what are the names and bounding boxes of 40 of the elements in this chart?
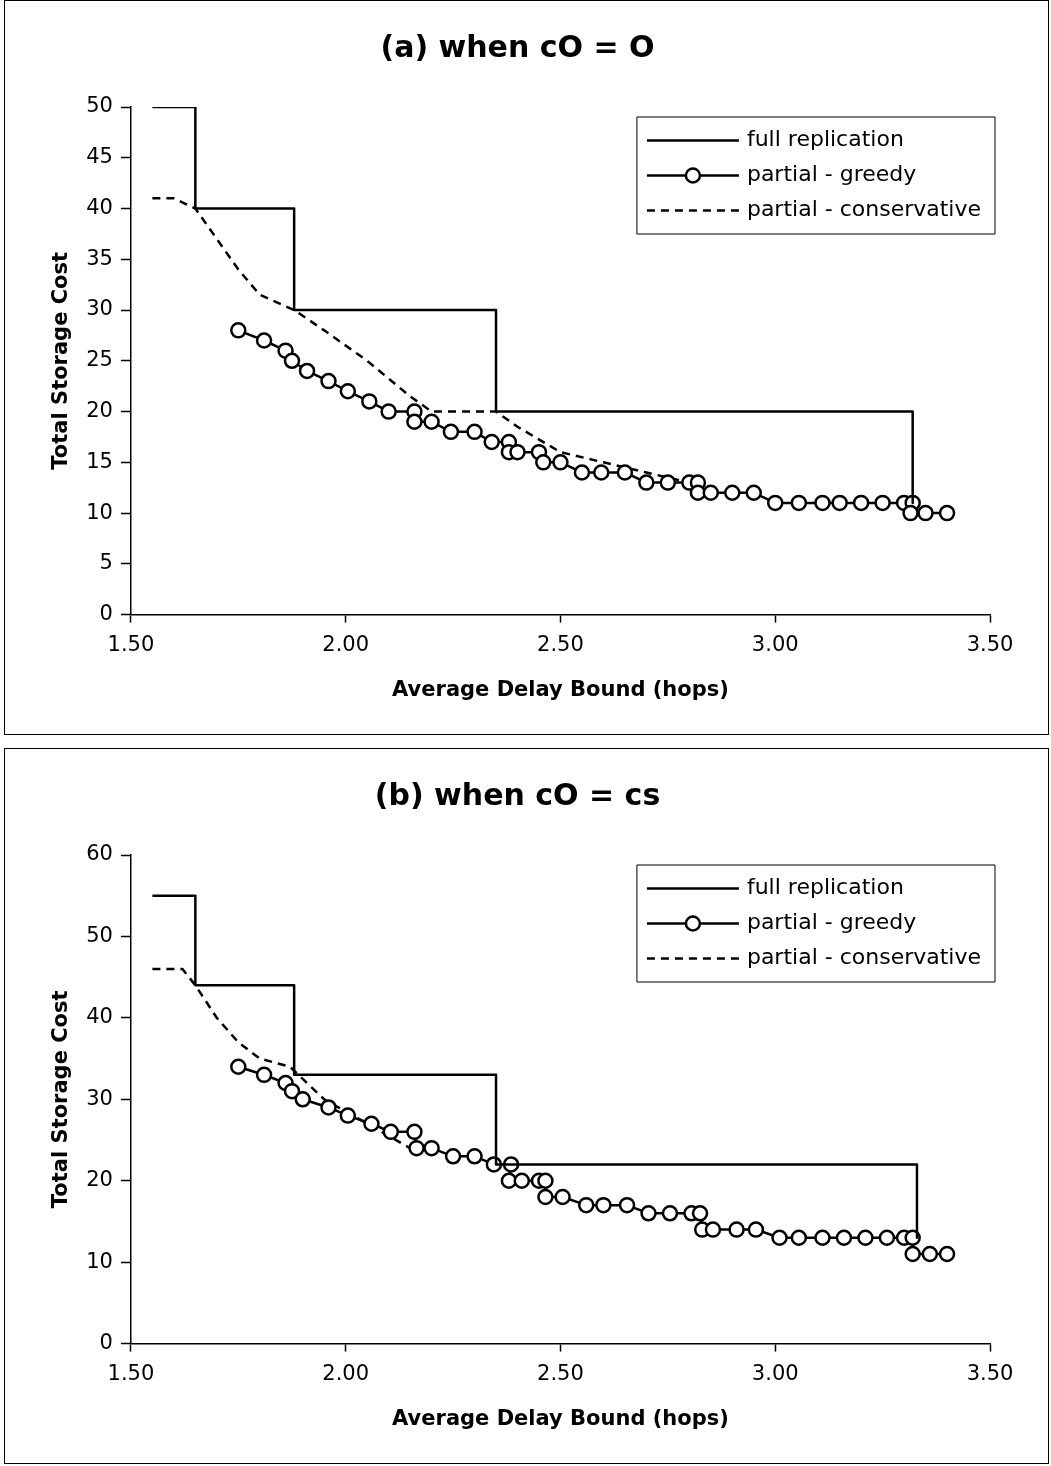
- y-tick-label: 30: [86, 1085, 113, 1110]
- legend-label: partial - greedy: [746, 161, 917, 187]
- x-tick-label: 2.50: [537, 631, 584, 656]
- x-tick-label: 3.50: [966, 1360, 1014, 1385]
- x-tick-label: 3.50: [966, 631, 1014, 656]
- y-tick-label: 0: [99, 601, 113, 626]
- y-tick-label: 35: [86, 245, 113, 270]
- x-tick-label: 2.50: [537, 1360, 584, 1385]
- legend-label: full replication: [746, 874, 904, 900]
- y-tick-label: 45: [86, 144, 113, 169]
- y-tick-label: 20: [86, 1167, 113, 1192]
- y-tick-label: 25: [86, 347, 113, 372]
- y-tick-label: 60: [86, 841, 113, 866]
- y-axis-title: Total Storage Cost: [48, 251, 73, 470]
- x-axis-title: Average Delay Bound (hops): [392, 676, 729, 701]
- x-tick-label: 1.50: [107, 631, 155, 656]
- y-tick-label: 50: [86, 93, 113, 118]
- legend-label: full replication: [746, 126, 904, 152]
- y-axis-title: Total Storage Cost: [48, 990, 73, 1209]
- legend-label: partial - conservative: [746, 196, 982, 222]
- x-tick-label: 2.00: [322, 1360, 370, 1385]
- y-tick-label: 50: [86, 922, 113, 947]
- x-tick-label: 1.50: [107, 1360, 155, 1385]
- y-tick-label: 40: [86, 194, 113, 219]
- y-tick-label: 20: [86, 398, 113, 423]
- y-tick-label: 30: [86, 296, 113, 321]
- x-axis-title: Average Delay Bound (hops): [392, 1405, 729, 1430]
- chart-title: (a) when cO = O: [380, 28, 655, 64]
- y-tick-label: 40: [86, 1004, 113, 1029]
- y-tick-label: 5: [99, 550, 113, 575]
- legend-label: partial - conservative: [746, 944, 982, 970]
- legend-label: partial - greedy: [746, 909, 917, 935]
- x-tick-label: 2.00: [322, 631, 370, 656]
- y-tick-label: 10: [86, 1248, 113, 1273]
- x-tick-label: 3.00: [751, 631, 799, 656]
- y-tick-label: 15: [86, 448, 113, 473]
- y-tick-label: 0: [99, 1330, 113, 1355]
- chart-title: (b) when cO = cs: [374, 776, 661, 812]
- x-tick-label: 3.00: [751, 1360, 799, 1385]
- y-tick-label: 10: [86, 499, 113, 524]
